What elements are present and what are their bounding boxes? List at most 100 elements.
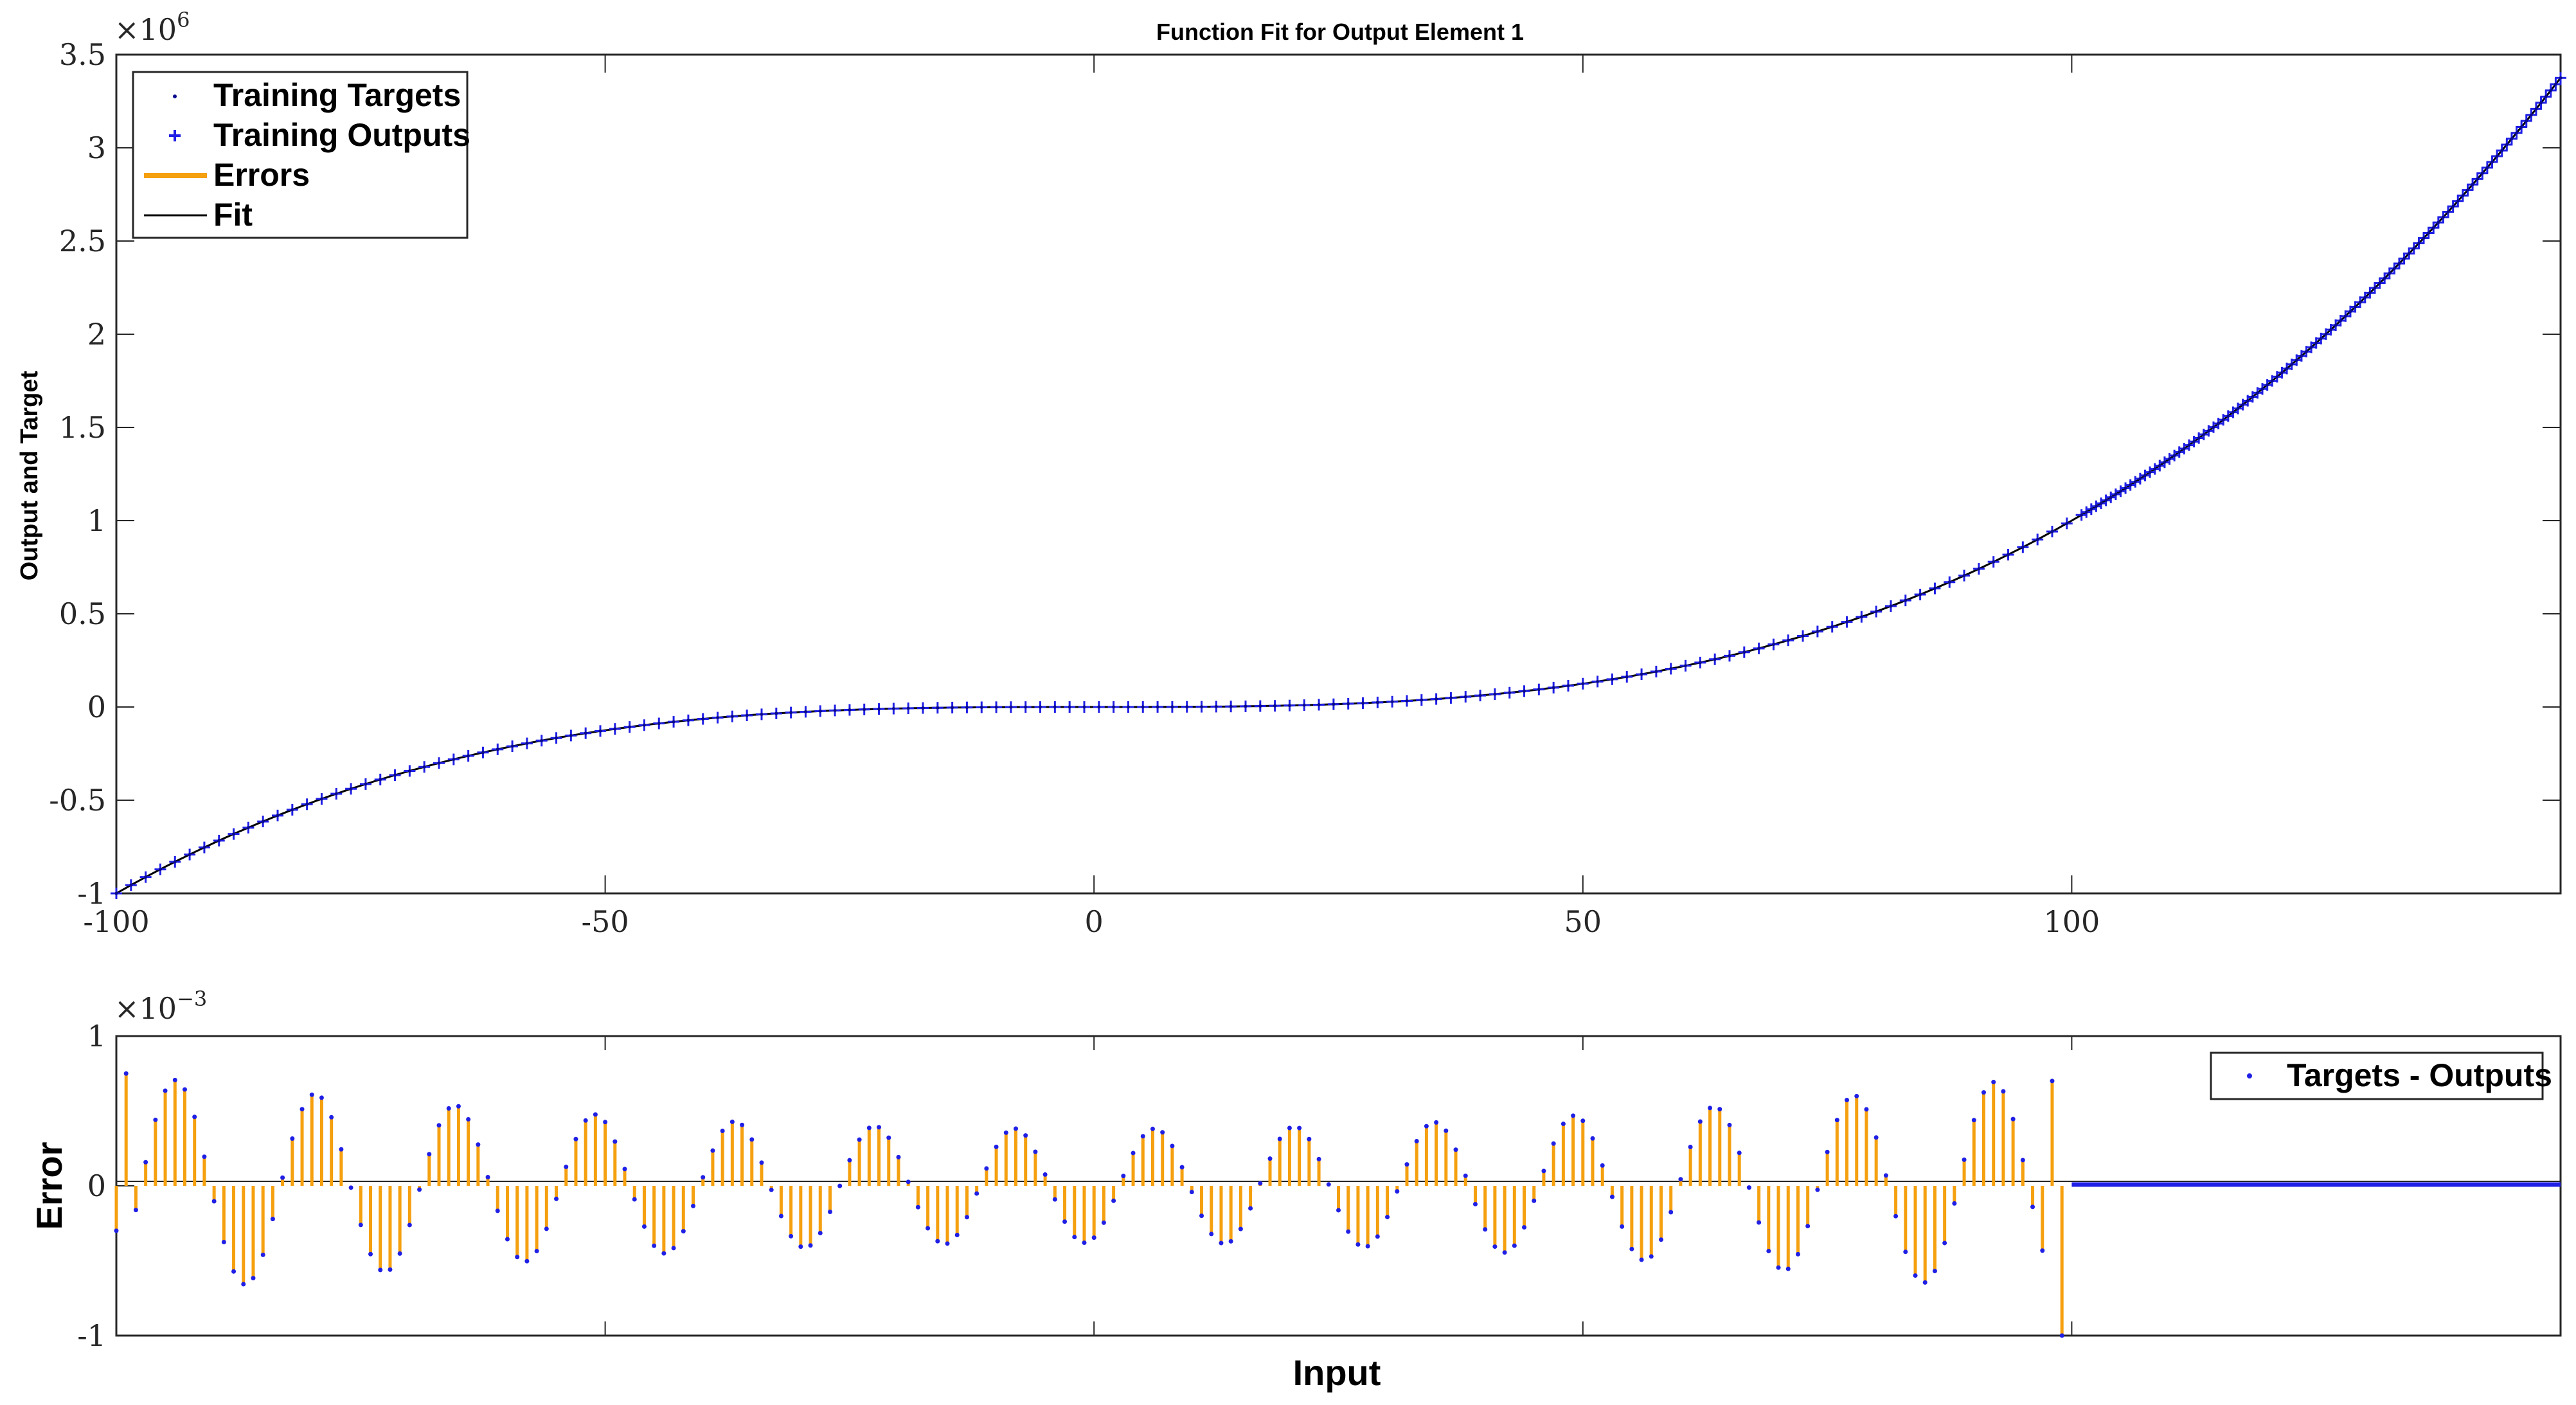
- error-point: [691, 1203, 696, 1208]
- error-legend-box: [2210, 1052, 2544, 1100]
- error-point: [534, 1248, 539, 1253]
- error-point: [1160, 1130, 1165, 1135]
- target-point: [2255, 391, 2259, 395]
- target-point: [1024, 705, 1028, 709]
- target-point: [730, 715, 734, 719]
- target-point: [129, 883, 133, 887]
- error-point: [1014, 1126, 1019, 1131]
- target-point: [2050, 530, 2054, 533]
- error-point: [945, 1241, 950, 1246]
- error-point: [729, 1119, 735, 1124]
- target-point: [2148, 470, 2152, 474]
- target-point: [760, 712, 764, 716]
- error-point: [622, 1167, 627, 1172]
- target-point: [1625, 675, 1629, 679]
- target-point: [2163, 460, 2167, 464]
- error-point: [2030, 1204, 2035, 1210]
- error-point: [1766, 1248, 1771, 1253]
- target-point: [1068, 705, 1071, 709]
- error-point: [710, 1148, 715, 1153]
- y-tick-label: 3.5: [59, 37, 106, 72]
- error-point: [241, 1282, 246, 1287]
- target-point: [2270, 379, 2274, 383]
- target-point: [2187, 443, 2191, 447]
- error-point: [877, 1125, 882, 1130]
- error-point: [309, 1092, 314, 1097]
- error-point: [1864, 1107, 1869, 1112]
- target-point: [2510, 137, 2514, 141]
- error-legend-symbol: [2247, 1073, 2252, 1078]
- target-point: [1214, 704, 1218, 708]
- target-point: [994, 705, 998, 709]
- target-point: [701, 717, 705, 721]
- error-plot-y-label: Error: [29, 1142, 69, 1230]
- target-point: [2500, 148, 2504, 152]
- target-point: [2485, 166, 2489, 170]
- target-point: [319, 797, 323, 801]
- error-point: [1854, 1093, 1859, 1098]
- error-point: [759, 1160, 764, 1165]
- target-point: [305, 802, 309, 806]
- target-point: [1874, 610, 1878, 614]
- error-point: [172, 1077, 177, 1082]
- target-point: [1170, 705, 1174, 709]
- target-point: [951, 706, 954, 710]
- target-point: [584, 731, 587, 735]
- error-point: [603, 1120, 608, 1125]
- error-point: [1541, 1168, 1546, 1174]
- target-point: [1097, 705, 1101, 709]
- target-point: [2133, 480, 2137, 484]
- error-point: [1395, 1189, 1400, 1194]
- error-point: [935, 1239, 940, 1244]
- target-point: [2197, 436, 2201, 440]
- error-point: [339, 1147, 344, 1152]
- error-point: [368, 1251, 373, 1257]
- error-point: [1697, 1119, 1703, 1124]
- error-point: [436, 1123, 442, 1128]
- error-point: [2050, 1078, 2055, 1084]
- error-point: [1874, 1135, 1879, 1140]
- error-point: [1062, 1219, 1068, 1224]
- target-point: [1947, 580, 1951, 584]
- error-point: [1023, 1133, 1028, 1138]
- target-point: [2383, 276, 2386, 280]
- target-point: [2280, 371, 2284, 375]
- error-point: [1072, 1235, 1077, 1240]
- error-point: [1267, 1156, 1273, 1161]
- error-point: [1971, 1118, 1976, 1123]
- target-point: [1977, 567, 1981, 571]
- error-point: [778, 1213, 783, 1219]
- target-point: [1244, 704, 1248, 708]
- target-point: [2554, 82, 2557, 86]
- target-point: [1904, 598, 1908, 602]
- error-point: [407, 1222, 412, 1228]
- error-point: [1639, 1257, 1644, 1262]
- error-point: [866, 1125, 872, 1131]
- fit-plot-x-ticks: -100 -50 0 50 100: [83, 55, 2100, 939]
- error-point: [133, 1208, 138, 1213]
- error-y-tick-label: 0: [87, 1168, 106, 1203]
- error-point: [1981, 1090, 1986, 1095]
- error-point: [1346, 1229, 1351, 1234]
- error-point: [300, 1107, 305, 1112]
- target-point: [1082, 705, 1086, 709]
- error-point: [1238, 1226, 1243, 1231]
- target-point: [1039, 705, 1042, 709]
- error-point: [1600, 1163, 1605, 1168]
- target-point: [1523, 689, 1526, 693]
- target-point: [1698, 661, 1702, 665]
- error-point: [1326, 1182, 1331, 1187]
- target-point: [1258, 704, 1262, 708]
- target-point: [2397, 262, 2401, 265]
- target-point: [1933, 587, 1936, 591]
- target-point: [1919, 593, 1922, 596]
- error-point: [211, 1199, 217, 1204]
- target-point: [2544, 94, 2548, 98]
- x-tick-label: -50: [582, 904, 629, 939]
- target-point: [1859, 615, 1863, 619]
- error-plot-x-label: Input: [1293, 1352, 1381, 1393]
- target-point: [1581, 682, 1585, 686]
- target-point: [261, 819, 265, 823]
- target-point: [2231, 410, 2235, 414]
- target-point: [2084, 510, 2088, 514]
